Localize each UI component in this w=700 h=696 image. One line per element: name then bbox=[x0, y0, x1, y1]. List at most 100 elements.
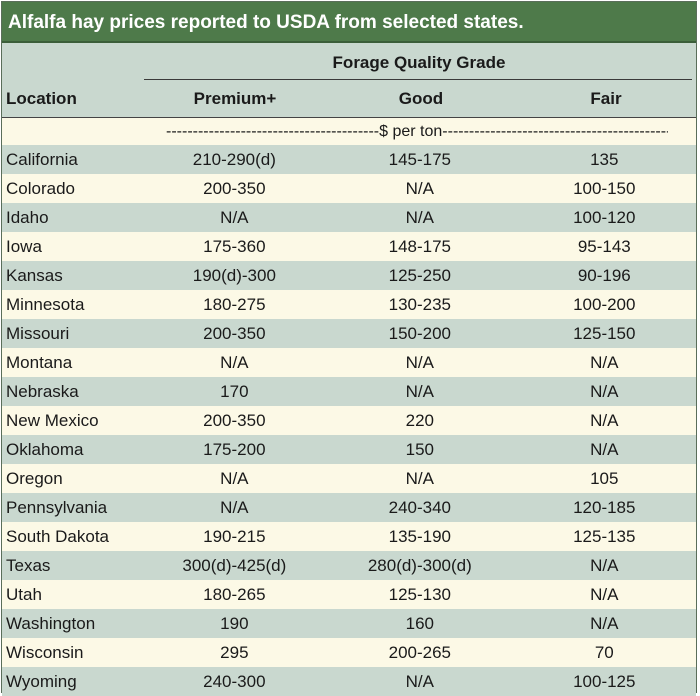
location-cell: Idaho bbox=[6, 208, 49, 227]
fair-cell: 100-150 bbox=[573, 179, 636, 198]
location-cell: Oregon bbox=[6, 469, 63, 488]
location-cell: Colorado bbox=[6, 179, 75, 198]
premium-cell: 240-300 bbox=[203, 672, 266, 691]
table-row: Oklahoma 175-200 150 N/A bbox=[2, 435, 696, 464]
good-cell: N/A bbox=[405, 469, 434, 488]
table-row: Iowa 175-360 148-175 95-143 bbox=[2, 232, 696, 261]
fair-cell: 90-196 bbox=[577, 266, 631, 285]
location-cell: Montana bbox=[6, 353, 73, 372]
fair-cell: 125-135 bbox=[573, 527, 636, 546]
fair-cell: N/A bbox=[590, 411, 619, 430]
fair-cell: 120-185 bbox=[573, 498, 636, 517]
table-row: Wisconsin 295 200-265 70 bbox=[2, 638, 696, 667]
premium-cell: N/A bbox=[220, 498, 249, 517]
table-header: Forage Quality Grade Location Premium+ G… bbox=[2, 43, 696, 117]
premium-cell: 180-275 bbox=[203, 295, 266, 314]
table-row: Wyoming 240-300 N/A 100-125 bbox=[2, 667, 696, 696]
good-cell: 200-265 bbox=[388, 643, 451, 662]
premium-cell: 190 bbox=[220, 614, 249, 633]
group-header: Forage Quality Grade bbox=[332, 53, 506, 72]
good-cell: 145-175 bbox=[388, 150, 451, 169]
good-cell: 135-190 bbox=[388, 527, 451, 546]
location-cell: Nebraska bbox=[6, 382, 79, 401]
good-cell: N/A bbox=[405, 353, 434, 372]
table-row: New Mexico 200-350 220 N/A bbox=[2, 406, 696, 435]
location-cell: Texas bbox=[6, 556, 51, 575]
fair-cell: N/A bbox=[590, 440, 619, 459]
good-cell: N/A bbox=[405, 179, 434, 198]
premium-cell: 295 bbox=[220, 643, 249, 662]
fair-cell: N/A bbox=[590, 585, 619, 604]
fair-cell: N/A bbox=[590, 353, 619, 372]
table-row: Missouri 200-350 150-200 125-150 bbox=[2, 319, 696, 348]
good-column-header: Good bbox=[398, 89, 444, 108]
table-row: Montana N/A N/A N/A bbox=[2, 348, 696, 377]
premium-cell: 190(d)-300 bbox=[192, 266, 276, 285]
good-cell: 220 bbox=[405, 411, 434, 430]
premium-cell: 300(d)-425(d) bbox=[182, 556, 287, 575]
fair-cell: N/A bbox=[590, 382, 619, 401]
table-row: Idaho N/A N/A 100-120 bbox=[2, 203, 696, 232]
fair-cell: 100-125 bbox=[573, 672, 636, 691]
premium-cell: 200-350 bbox=[203, 324, 266, 343]
fair-cell: 125-150 bbox=[573, 324, 636, 343]
premium-cell: N/A bbox=[220, 353, 249, 372]
good-cell: 240-340 bbox=[388, 498, 451, 517]
premium-cell: N/A bbox=[220, 469, 249, 488]
good-cell: 125-130 bbox=[388, 585, 451, 604]
fair-column-header: Fair bbox=[590, 89, 622, 108]
table-row: Nebraska 170 N/A N/A bbox=[2, 377, 696, 406]
table-row: Colorado 200-350 N/A 100-150 bbox=[2, 174, 696, 203]
fair-cell: 135 bbox=[590, 150, 619, 169]
premium-cell: 200-350 bbox=[203, 179, 266, 198]
location-cell: California bbox=[6, 150, 78, 169]
location-cell: Wyoming bbox=[6, 672, 77, 691]
fair-cell: 105 bbox=[590, 469, 619, 488]
good-cell: N/A bbox=[405, 382, 434, 401]
good-cell: 148-175 bbox=[388, 237, 451, 256]
premium-cell: 210-290(d) bbox=[192, 150, 276, 169]
table-row: Oregon N/A N/A 105 bbox=[2, 464, 696, 493]
premium-column-header: Premium+ bbox=[193, 89, 277, 108]
fair-cell: 70 bbox=[594, 643, 614, 662]
good-cell: 280(d)-300(d) bbox=[367, 556, 472, 575]
premium-cell: 175-360 bbox=[203, 237, 266, 256]
premium-cell: 190-215 bbox=[203, 527, 266, 546]
table-row: Minnesota 180-275 130-235 100-200 bbox=[2, 290, 696, 319]
location-cell: Missouri bbox=[6, 324, 70, 343]
location-cell: Pennsylvania bbox=[6, 498, 108, 517]
table-row: Utah 180-265 125-130 N/A bbox=[2, 580, 696, 609]
fair-cell: N/A bbox=[590, 556, 619, 575]
fair-cell: N/A bbox=[590, 614, 619, 633]
location-cell: Kansas bbox=[6, 266, 63, 285]
location-cell: Washington bbox=[6, 614, 96, 633]
good-cell: 150-200 bbox=[388, 324, 451, 343]
location-cell: New Mexico bbox=[6, 411, 99, 430]
good-cell: 130-235 bbox=[388, 295, 451, 314]
table-title: Alfalfa hay prices reported to USDA from… bbox=[2, 2, 696, 43]
location-cell: Oklahoma bbox=[6, 440, 84, 459]
premium-cell: 200-350 bbox=[203, 411, 266, 430]
good-cell: 160 bbox=[405, 614, 434, 633]
location-cell: Minnesota bbox=[6, 295, 85, 314]
table-row: Kansas 190(d)-300 125-250 90-196 bbox=[2, 261, 696, 290]
location-column-header: Location bbox=[6, 89, 77, 108]
fair-cell: 95-143 bbox=[577, 237, 631, 256]
group-divider bbox=[144, 79, 692, 80]
table-row: Pennsylvania N/A 240-340 120-185 bbox=[2, 493, 696, 522]
units-row: ----------------------------------------… bbox=[2, 117, 696, 145]
good-cell: N/A bbox=[405, 672, 434, 691]
good-cell: 150 bbox=[405, 440, 434, 459]
premium-cell: 180-265 bbox=[203, 585, 266, 604]
good-cell: 125-250 bbox=[388, 266, 451, 285]
location-cell: Iowa bbox=[6, 237, 42, 256]
table-row: Texas 300(d)-425(d) 280(d)-300(d) N/A bbox=[2, 551, 696, 580]
premium-cell: 170 bbox=[220, 382, 249, 401]
fair-cell: 100-120 bbox=[573, 208, 636, 227]
location-cell: South Dakota bbox=[6, 527, 110, 546]
location-cell: Utah bbox=[6, 585, 42, 604]
table-row: California 210-290(d) 145-175 135 bbox=[2, 145, 696, 174]
location-cell: Wisconsin bbox=[6, 643, 84, 662]
premium-cell: 175-200 bbox=[203, 440, 266, 459]
fair-cell: 100-200 bbox=[573, 295, 636, 314]
